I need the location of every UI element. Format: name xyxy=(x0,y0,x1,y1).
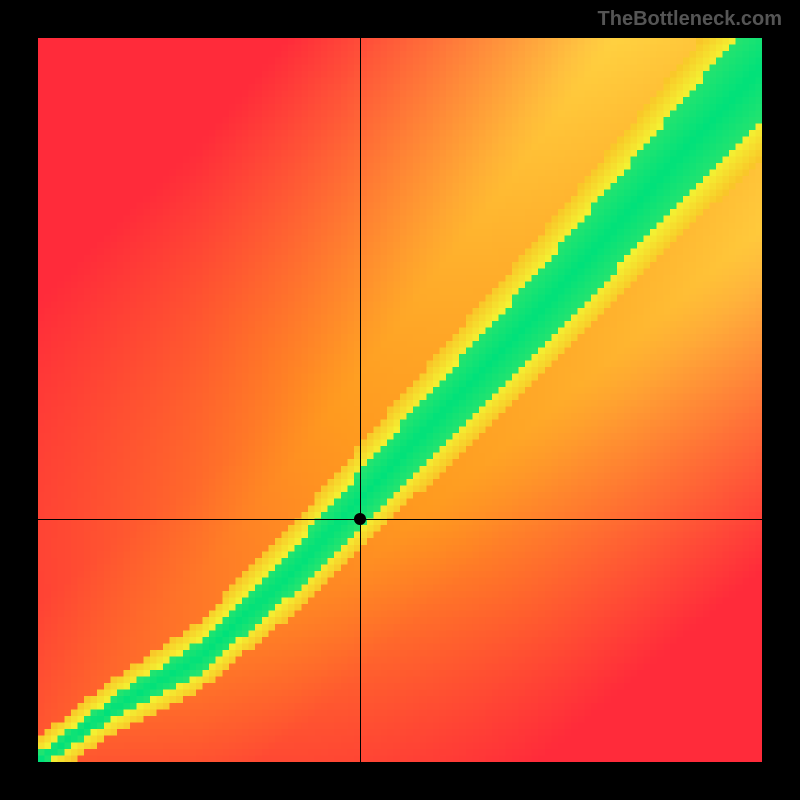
heatmap-canvas xyxy=(38,38,762,762)
watermark-text: TheBottleneck.com xyxy=(598,8,782,31)
crosshair-horizontal-line xyxy=(38,519,762,520)
crosshair-vertical-line xyxy=(360,38,361,762)
crosshair-marker-dot xyxy=(354,513,366,525)
heatmap-plot-area xyxy=(38,38,762,762)
